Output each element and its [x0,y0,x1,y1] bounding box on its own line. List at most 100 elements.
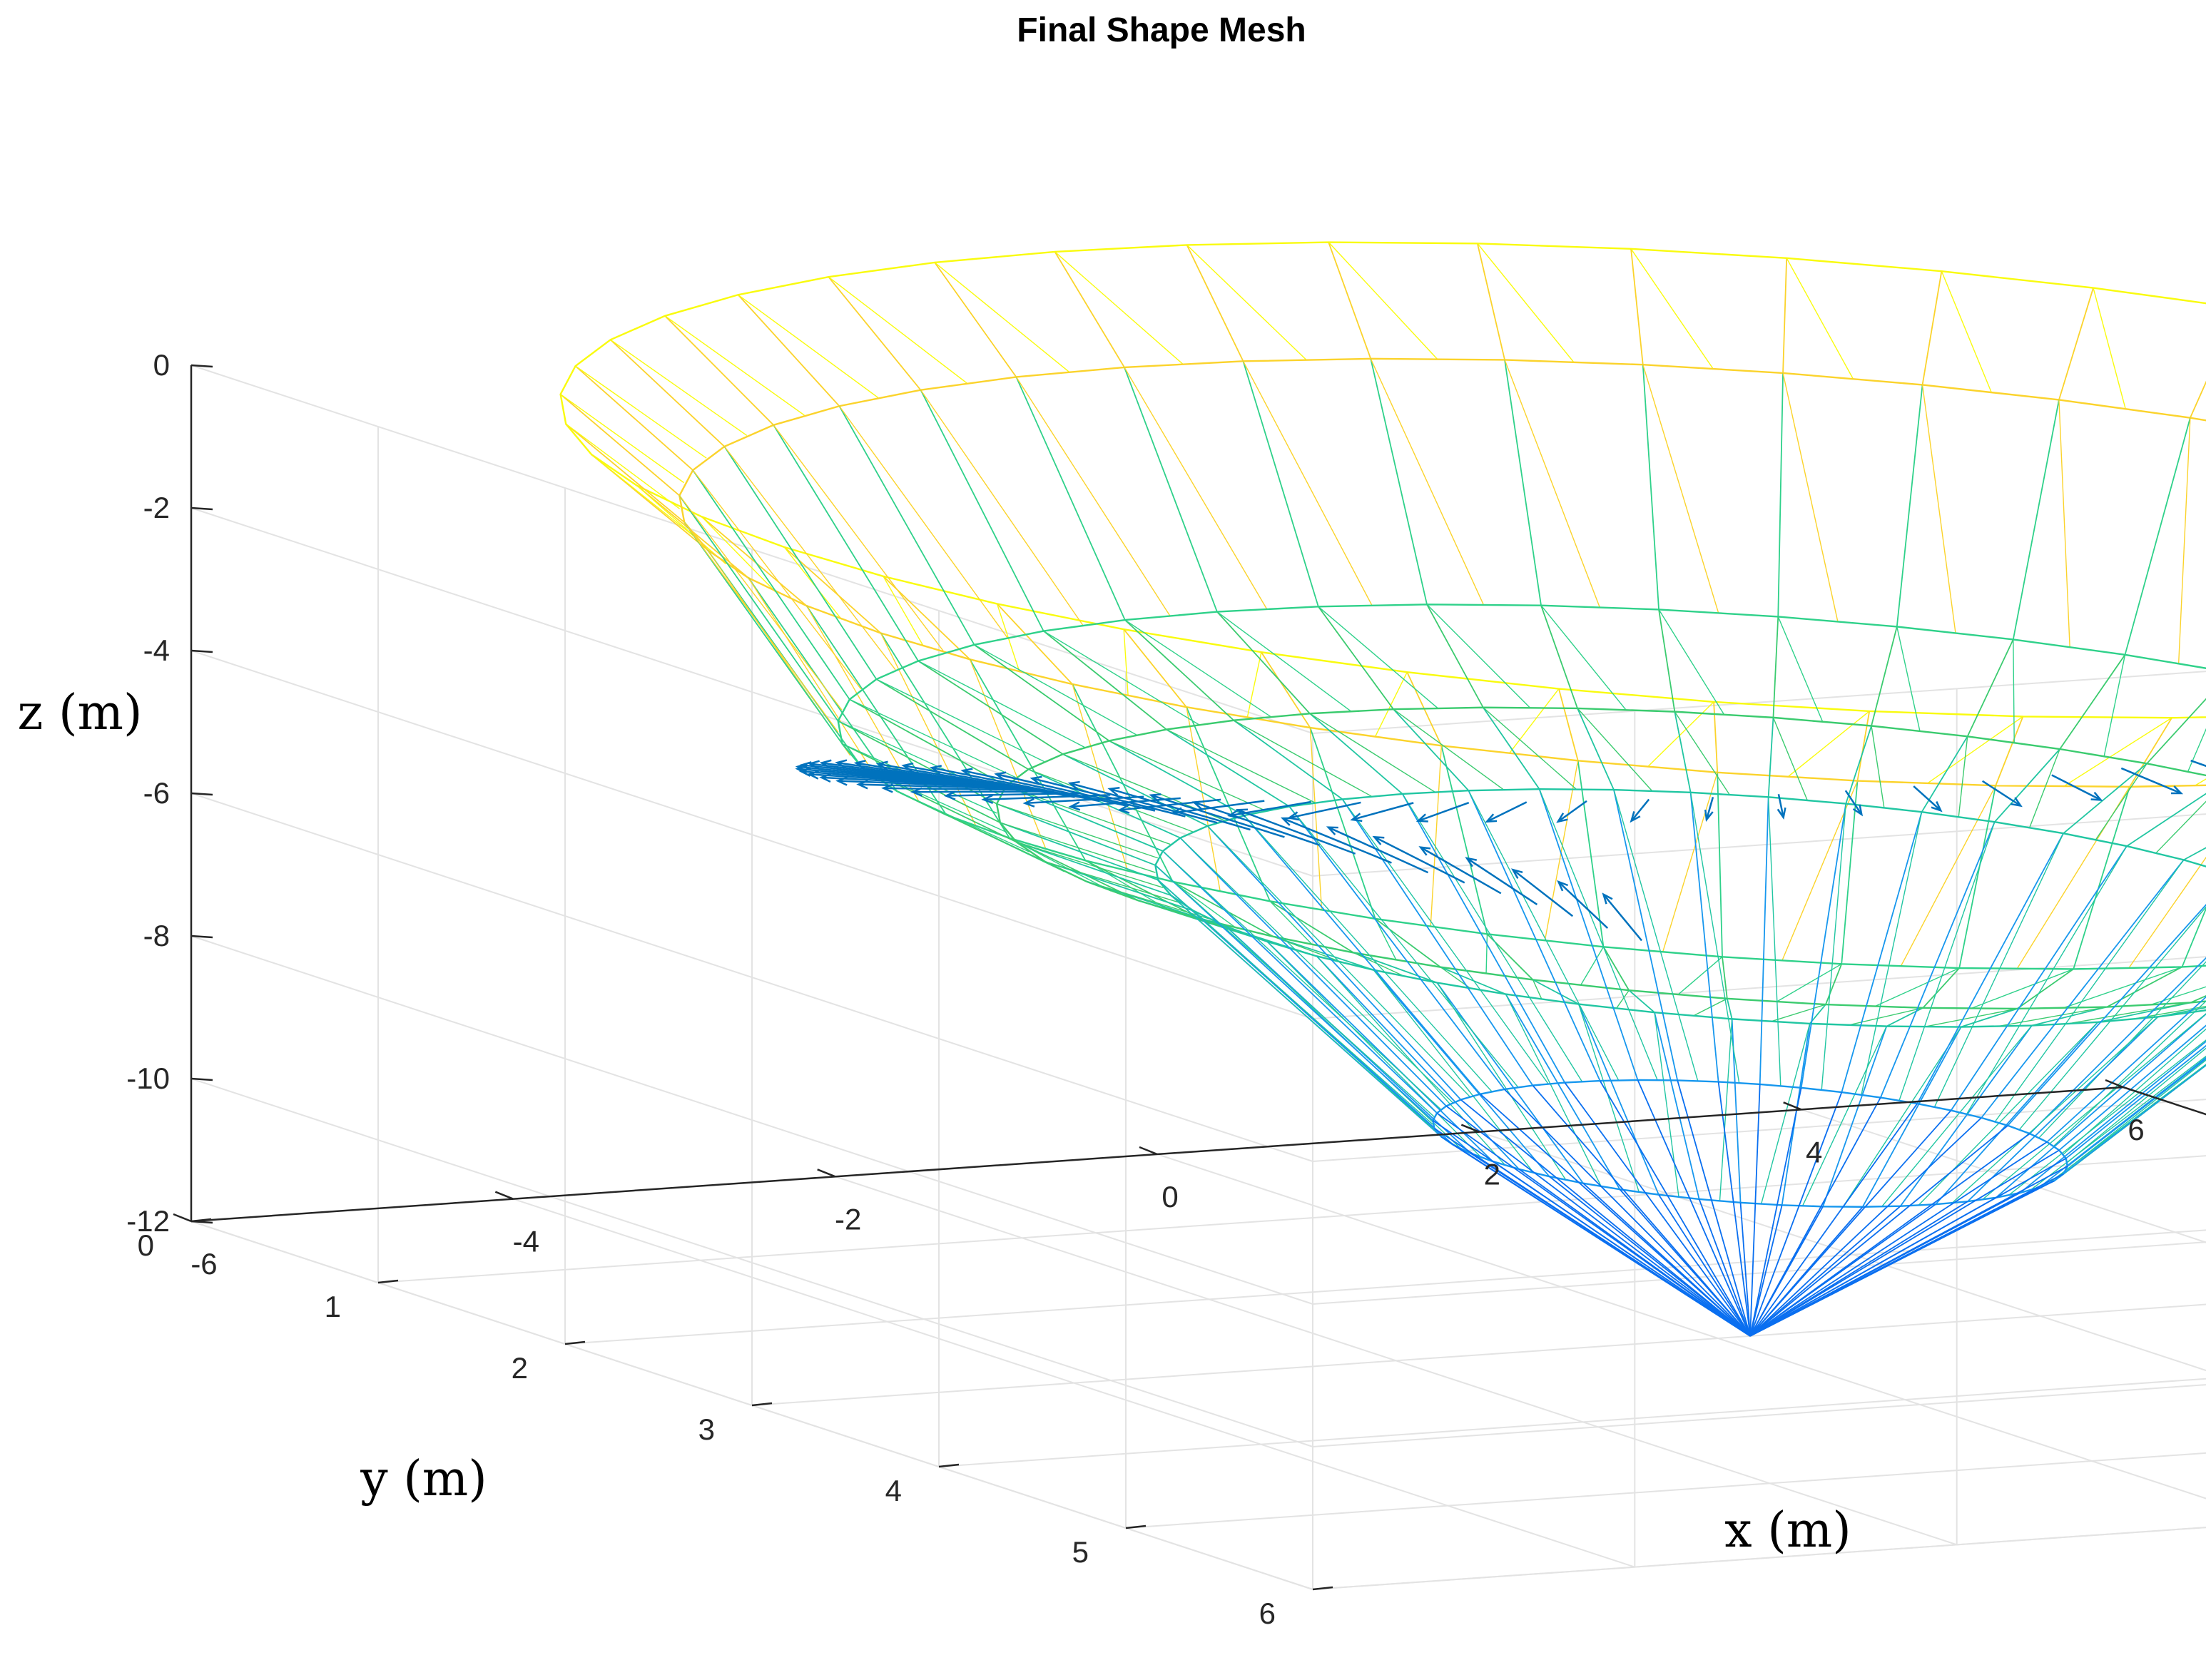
mesh-diagonal [2008,1039,2206,1196]
mesh-edge [1994,748,2060,823]
mesh-diagonal [1402,793,1582,1082]
normal-vector-head [1107,786,1120,796]
mesh-edge [1658,1194,1751,1337]
mesh-diagonal [1540,605,1627,711]
normal-vector [883,787,1032,791]
mesh-edge [1373,969,1550,1177]
y-tick-label: 6 [1259,1597,1276,1630]
normal-vector [1486,801,1528,823]
mesh-diagonal [1578,1004,1640,1193]
normal-vector [1557,881,1609,929]
mesh-diagonal [2063,966,2182,1009]
mesh-edge [1370,358,1428,605]
normal-vector-head [981,794,994,804]
normal-vector-head [1030,775,1042,785]
normal-vector-head [875,760,888,770]
mesh-edge [1749,1203,1936,1337]
normal-vector [1151,794,1285,838]
mesh-edge [1504,360,1542,606]
z-tick-mark [190,935,213,939]
x-tick-label: 0 [1162,1180,1178,1213]
grid [190,365,2206,1590]
mesh-diagonal [1370,358,1484,605]
mesh-diagonal [1009,838,1112,892]
normal-vector [1602,893,1642,942]
normal-vector-head [1326,826,1338,835]
mesh-edge [918,660,1064,755]
mesh-edge [2073,786,2130,969]
mesh-edge [1318,606,1394,710]
mesh-diagonal [1881,1025,2033,1207]
mesh-diagonal [1900,785,1996,967]
normal-vector [1630,798,1650,822]
normal-vector-head [1236,808,1249,818]
mesh-edge [1886,1007,1923,1027]
mesh-edge [838,405,975,646]
left-wall-gridline [190,650,1313,1019]
mesh-edge [2181,907,2206,967]
mesh-edge [828,276,922,391]
mesh-edge [1016,841,1171,896]
mesh-edge [1445,1105,1751,1337]
normal-vector-head [2011,797,2023,808]
mesh-edge [1109,740,1245,816]
normal-vector [1352,802,1414,821]
mesh-edge [1677,1080,1751,1337]
normal-vector [1466,857,1538,906]
mesh-edge [1856,711,1871,781]
mesh-diagonal [636,485,726,564]
mesh-edge [1841,811,1923,1093]
mesh-edge [1540,605,1578,709]
mesh-diagonal [1246,652,1262,718]
mesh-diagonal [783,546,843,620]
mesh-diagonal [1926,716,2023,785]
mesh-edge [1726,998,1733,1019]
mesh-edge [1393,708,1470,791]
mesh-diagonal [2013,639,2015,743]
left-wall-gridline [190,1078,1313,1447]
mesh-edge [1402,793,1566,1083]
mesh-diagonal [1072,683,1129,872]
mesh-diagonal [2029,748,2060,828]
x-tick-mark [1783,1101,1802,1111]
mesh-edge [2129,717,2172,788]
mesh-edge [1861,1027,1962,1208]
normal-vector [913,790,1054,793]
normal-vector [858,783,1013,790]
mesh-edge [1749,1196,1997,1337]
normal-vector-head [994,771,1007,781]
mesh-diagonal [920,390,1084,626]
mesh-edge [1749,1097,1881,1337]
mesh-diagonal [1244,815,1493,1092]
mesh-edge [1242,361,1319,607]
normal-vector [1777,794,1784,818]
normal-vector-head [1630,811,1641,823]
mesh-edge [1749,1087,1802,1337]
mesh-edge [1717,772,1723,957]
x-tick-label: -6 [190,1247,217,1281]
mesh-diagonal [1933,833,2064,1108]
mesh-diagonal [1630,248,1714,369]
mesh-edge [974,644,1110,742]
mesh-edge [1961,1008,2018,1028]
z-tick-label: 0 [153,348,170,382]
left-wall-gridline [190,365,1313,734]
mesh-edge [2059,654,2126,750]
mesh-edge [2058,1024,2206,1151]
mesh-edge [565,423,685,523]
mesh-diagonal [883,576,925,647]
mesh-diagonal [738,294,879,398]
mesh-diagonal [1760,1023,1811,1204]
normal-vector-head [1415,813,1428,823]
mesh-edge [1749,1125,2008,1337]
mesh-edge [1717,1081,1752,1336]
mesh-diagonal [1982,1013,2206,1201]
y-tick-mark [751,1402,773,1407]
mesh-edge [1922,967,1960,1009]
normal-vector-head [1777,807,1786,820]
mesh-diagonal [1233,720,1372,797]
mesh-edge [1341,798,1534,1086]
mesh-edge [2016,968,2074,1009]
normal-vector-head [1067,780,1080,790]
mesh-diagonal [1782,372,1839,622]
